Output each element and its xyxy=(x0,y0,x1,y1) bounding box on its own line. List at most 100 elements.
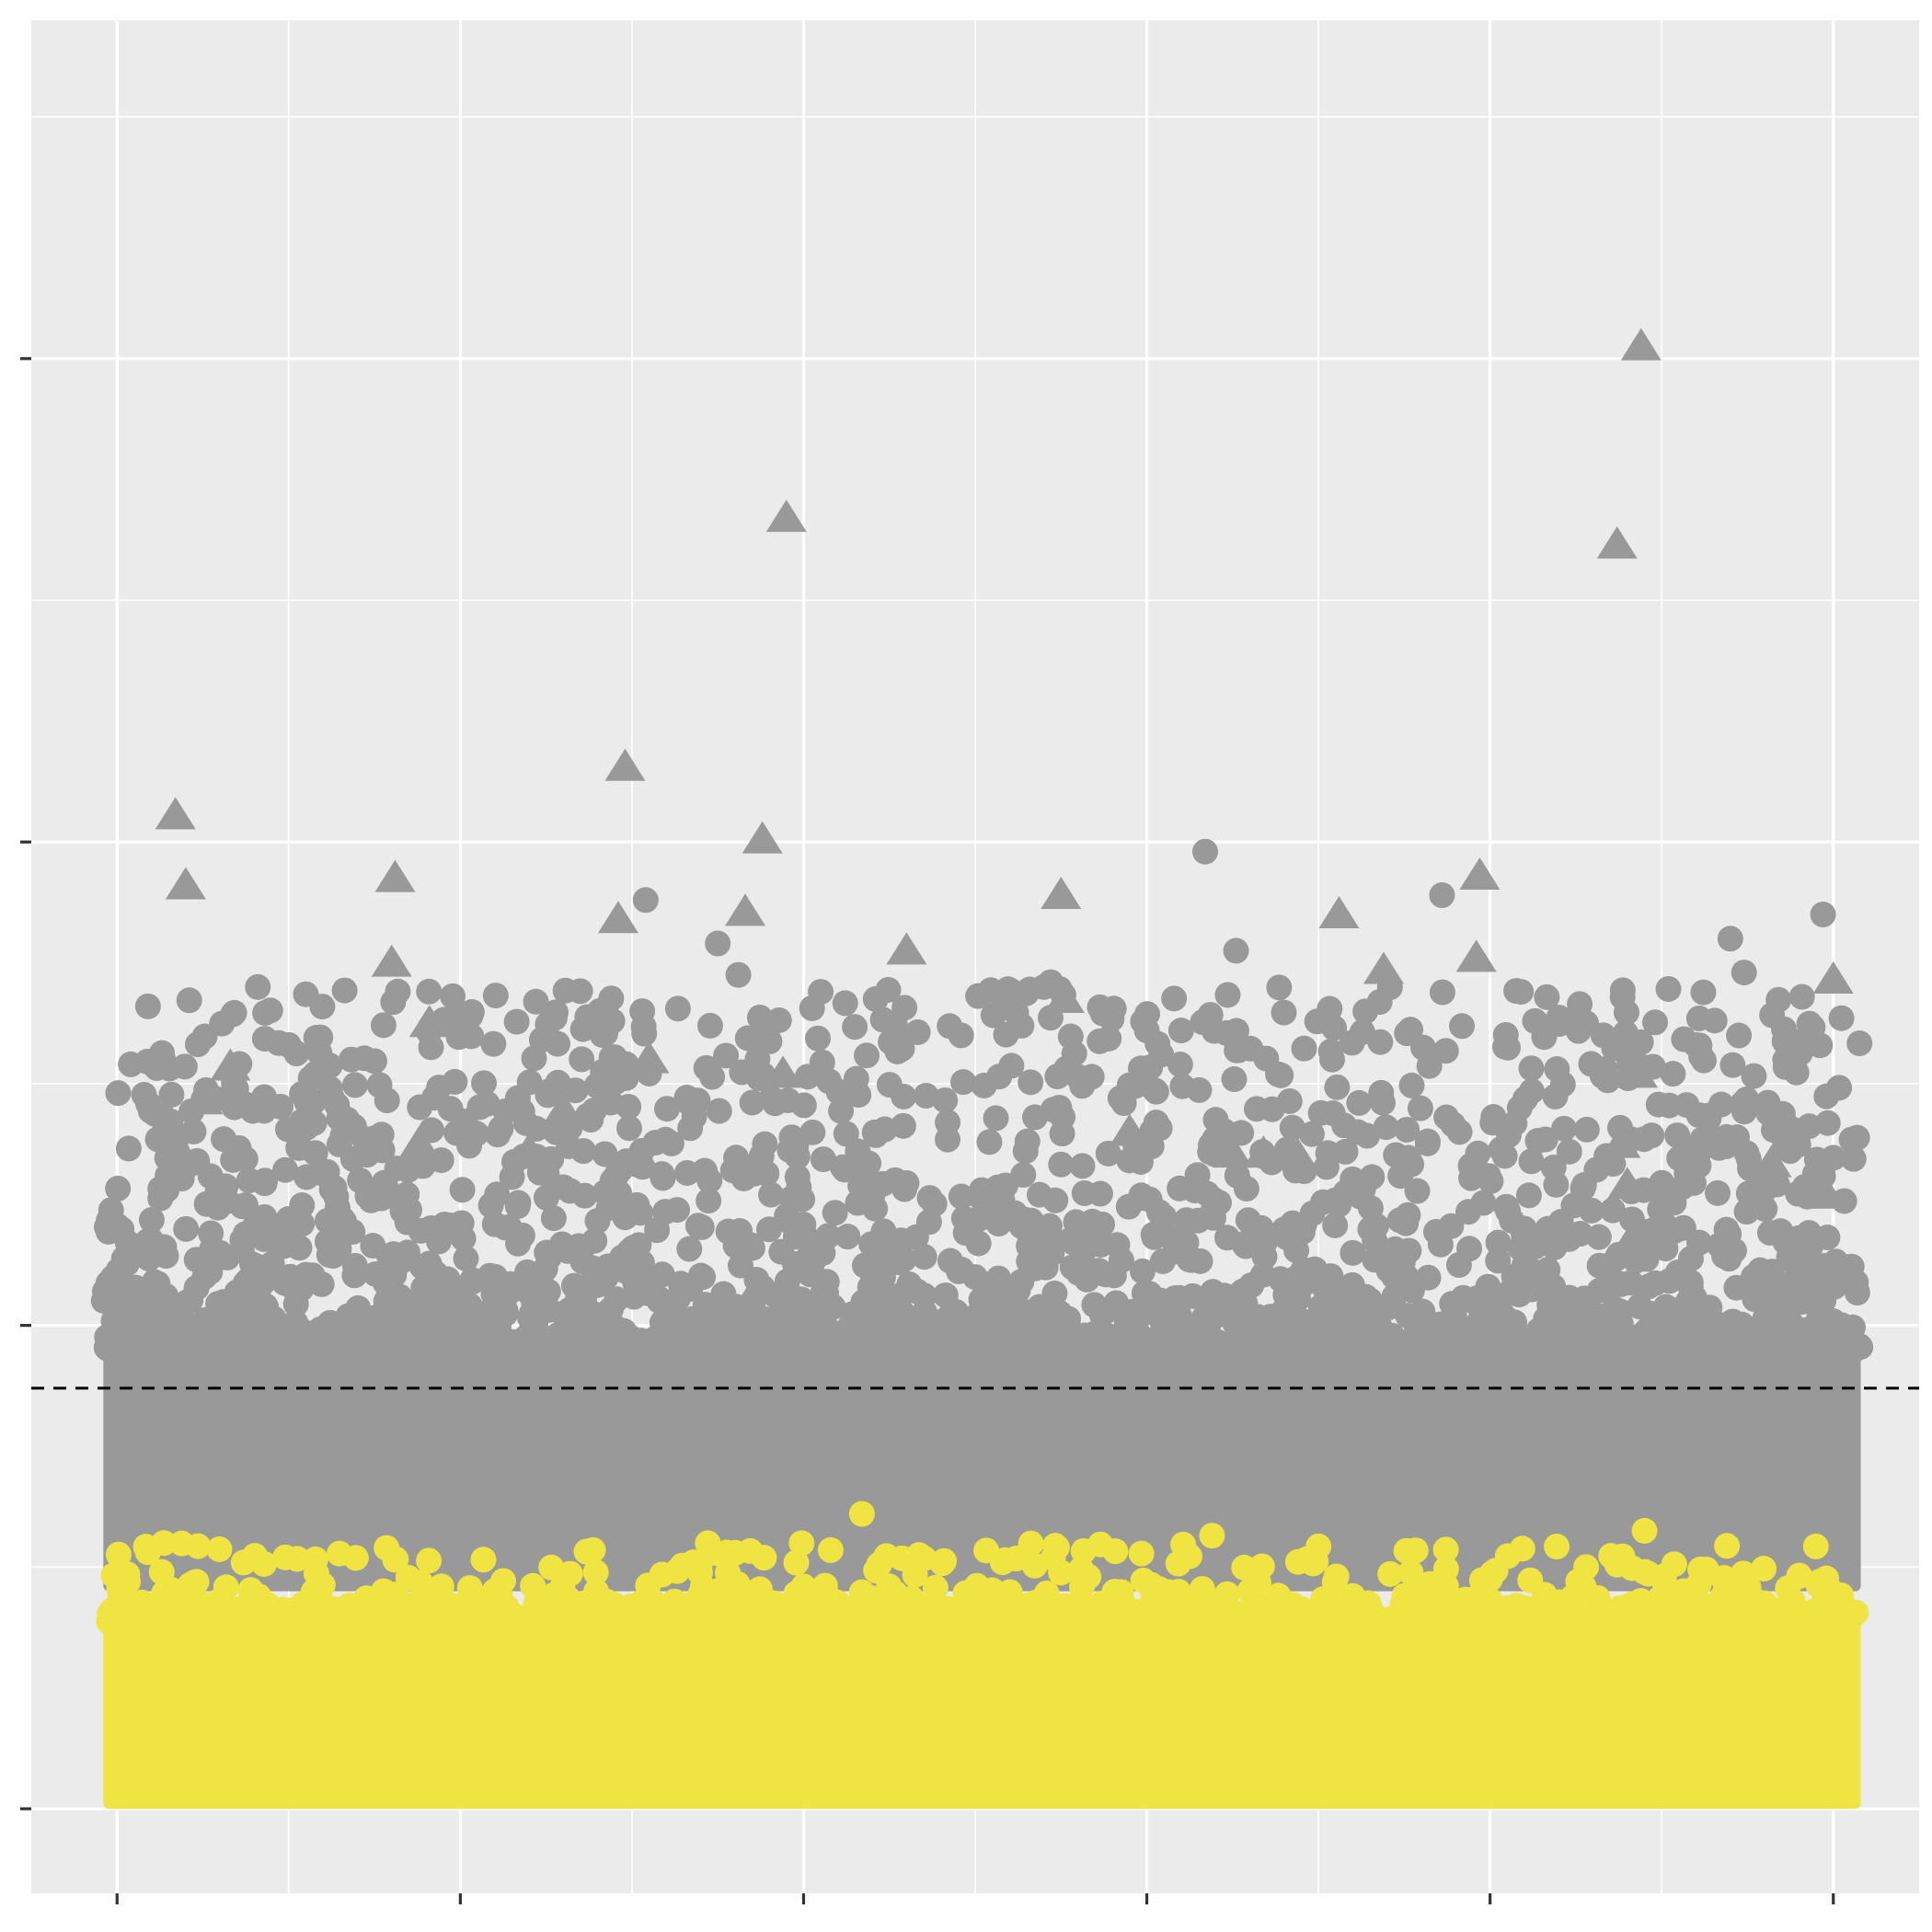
data-point-triangle xyxy=(1459,857,1501,890)
data-point-gray xyxy=(1069,1153,1096,1179)
data-point-yellow xyxy=(1546,1589,1572,1616)
data-point-gray xyxy=(1061,1229,1087,1256)
data-point-gray xyxy=(252,1000,279,1027)
data-point-gray xyxy=(1586,1252,1613,1279)
data-point-gray xyxy=(105,1080,132,1107)
data-point-triangle xyxy=(148,1101,190,1134)
data-point-gray xyxy=(1708,1091,1734,1118)
data-point-yellow xyxy=(583,1578,610,1604)
data-point-gray xyxy=(480,1281,507,1307)
data-point-gray xyxy=(1157,1224,1184,1250)
data-point-gray xyxy=(482,983,509,1009)
data-point-gray xyxy=(350,1336,376,1363)
data-point-gray xyxy=(629,998,656,1025)
data-point-gray xyxy=(453,1246,479,1272)
data-point-gray xyxy=(962,1264,988,1291)
data-point-gray xyxy=(1346,1089,1373,1116)
data-point-gray xyxy=(1395,1202,1421,1228)
data-point-gray xyxy=(976,1129,1003,1156)
data-point-yellow xyxy=(1300,1550,1327,1577)
data-point-gray xyxy=(282,1330,309,1357)
data-point-gray xyxy=(1742,1193,1768,1220)
data-point-yellow xyxy=(114,1561,141,1588)
data-point-yellow xyxy=(1786,1562,1812,1589)
data-point-gray xyxy=(1439,1291,1466,1317)
data-point-gray xyxy=(442,1068,468,1095)
data-point-triangle xyxy=(1363,951,1404,984)
data-point-gray xyxy=(1064,1064,1091,1090)
data-point-gray xyxy=(481,1211,508,1237)
data-point-gray xyxy=(833,1121,859,1147)
data-point-gray xyxy=(1627,1029,1654,1055)
data-point-yellow xyxy=(811,1572,838,1599)
data-point-gray xyxy=(432,1325,459,1351)
data-point-gray xyxy=(228,1236,255,1263)
data-point-yellow xyxy=(1248,1553,1275,1580)
data-point-yellow xyxy=(1406,1585,1432,1612)
data-point-gray xyxy=(347,1167,374,1193)
data-point-triangle xyxy=(604,748,646,781)
data-point-gray xyxy=(1642,1270,1669,1296)
data-point-yellow xyxy=(1832,1595,1858,1622)
data-point-gray xyxy=(1176,1247,1202,1273)
data-point-yellow xyxy=(481,1578,508,1604)
data-point-gray xyxy=(376,1243,403,1270)
data-point-gray xyxy=(319,1086,346,1112)
data-point-gray xyxy=(686,1336,713,1363)
data-point-gray xyxy=(993,1021,1019,1048)
data-point-triangle xyxy=(374,859,416,892)
axis-ticks xyxy=(20,357,1835,1904)
data-point-gray xyxy=(549,1300,576,1327)
data-point-gray xyxy=(1495,1280,1522,1306)
data-point-gray xyxy=(1404,1178,1431,1204)
data-point-gray xyxy=(339,1145,366,1172)
data-point-gray xyxy=(1763,1272,1789,1299)
data-point-gray xyxy=(341,1072,368,1098)
data-point-gray xyxy=(739,1089,765,1116)
data-point-gray xyxy=(778,1124,805,1151)
data-point-gray xyxy=(516,1069,543,1096)
data-point-gray xyxy=(184,1147,211,1174)
data-point-yellow xyxy=(1377,1560,1404,1587)
data-point-gray xyxy=(1324,1074,1351,1100)
data-point-gray xyxy=(1432,1038,1459,1064)
data-point-yellow xyxy=(1631,1517,1658,1544)
data-point-gray xyxy=(696,1167,723,1194)
data-point-yellow xyxy=(1236,1578,1263,1604)
data-point-gray xyxy=(528,1286,555,1313)
data-point-gray xyxy=(416,1250,443,1277)
data-point-yellow xyxy=(428,1573,454,1600)
data-point-gray xyxy=(366,1072,393,1098)
data-point-gray xyxy=(1064,1336,1090,1363)
data-point-gray xyxy=(884,1038,911,1064)
data-point-gray xyxy=(523,988,549,1015)
data-point-gray xyxy=(1014,1128,1041,1155)
data-point-triangle xyxy=(543,1091,584,1124)
data-point-yellow xyxy=(230,1549,257,1576)
data-point-gray xyxy=(1042,1187,1069,1213)
data-point-gray xyxy=(992,1172,1018,1199)
data-point-yellow xyxy=(275,1597,302,1624)
data-point-gray xyxy=(1224,1037,1250,1064)
data-point-triangle xyxy=(1277,1137,1318,1170)
data-point-gray xyxy=(794,1064,821,1090)
data-point-gray xyxy=(1214,982,1241,1008)
data-point-gray xyxy=(484,1181,511,1208)
data-point-gray xyxy=(652,1126,679,1153)
data-point-gray xyxy=(756,1216,783,1243)
data-point-gray xyxy=(1160,1313,1187,1340)
data-point-gray xyxy=(275,1206,302,1233)
data-point-gray xyxy=(1232,1233,1259,1259)
data-point-yellow xyxy=(582,1559,609,1586)
data-point-gray xyxy=(351,1045,378,1072)
data-point-gray xyxy=(1271,999,1297,1026)
data-point-yellow xyxy=(1612,1599,1639,1626)
data-point-gray xyxy=(881,1012,908,1039)
data-point-gray xyxy=(533,1184,559,1211)
data-point-gray xyxy=(1201,1018,1227,1044)
data-point-gray xyxy=(1726,1022,1753,1049)
data-point-gray xyxy=(690,1264,717,1291)
data-point-gray xyxy=(268,1093,294,1120)
data-point-triangle xyxy=(1812,960,1854,994)
data-point-gray xyxy=(644,1217,671,1244)
